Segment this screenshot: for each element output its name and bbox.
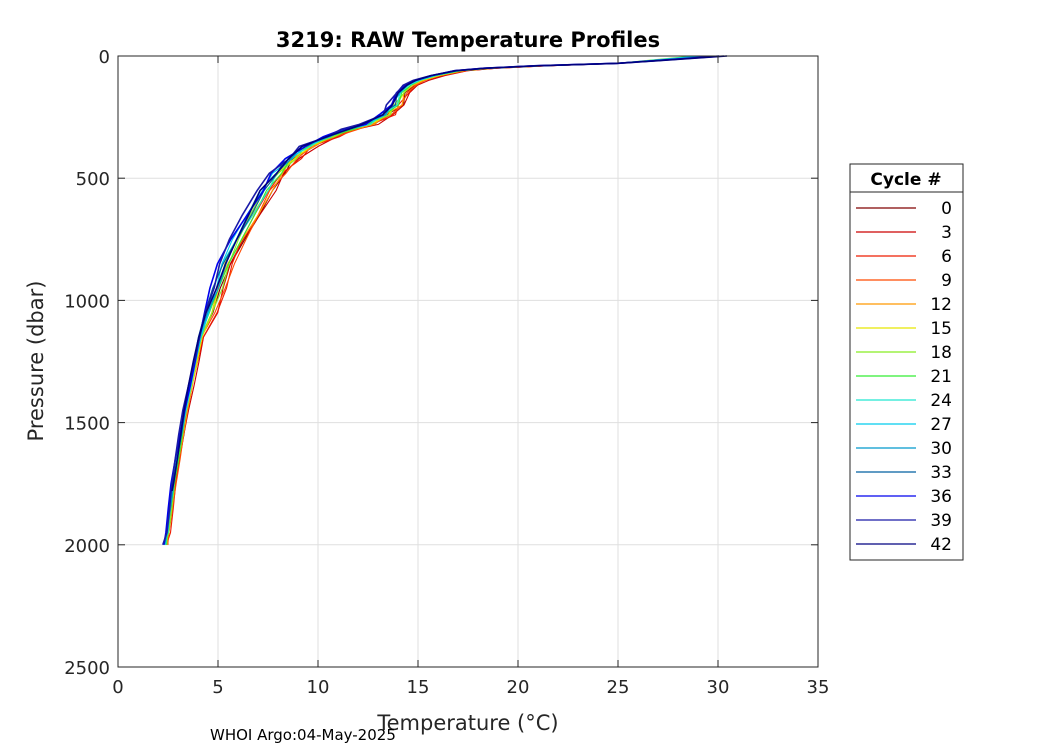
x-tick-label: 0 xyxy=(112,677,123,698)
legend-box xyxy=(849,163,964,561)
x-tick-label: 10 xyxy=(307,677,330,698)
x-tick-label: 20 xyxy=(507,677,530,698)
legend-label-cycle-15: 15 xyxy=(930,319,952,339)
y-tick-label: 2000 xyxy=(64,536,110,557)
x-tick-label: 25 xyxy=(607,677,630,698)
plot-area: 0 5 10 15 20 25 30 35 0 500 1000 1500 2000 2500 xyxy=(64,47,829,698)
legend-label-cycle-21: 21 xyxy=(930,367,952,387)
plot-background xyxy=(118,56,818,667)
x-axis-title-unit: °C) xyxy=(525,711,558,735)
y-tick-label: 1500 xyxy=(64,414,110,435)
legend-label-cycle-33: 33 xyxy=(930,463,952,483)
legend-label-cycle-0: 0 xyxy=(941,199,952,219)
x-axis-title: Temperature (°C) xyxy=(376,711,558,735)
legend-label-cycle-24: 24 xyxy=(930,391,952,411)
chart-title: 3219: RAW Temperature Profiles xyxy=(276,28,660,52)
legend-label-cycle-36: 36 xyxy=(930,487,952,507)
legend-label-cycle-9: 9 xyxy=(941,271,952,291)
legend-label-cycle-18: 18 xyxy=(930,343,952,363)
legend-label-cycle-3: 3 xyxy=(941,223,952,243)
footer-credit: WHOI Argo:04-May-2025 xyxy=(210,726,396,744)
plot-frame xyxy=(117,55,819,668)
y-tick-label: 1000 xyxy=(64,291,110,312)
x-tick-label: 35 xyxy=(807,677,830,698)
legend-label-cycle-12: 12 xyxy=(930,295,952,315)
axis-ticks: 0 5 10 15 20 25 30 35 0 500 1000 1500 2000 2500 xyxy=(64,47,829,698)
profile-lines xyxy=(162,55,728,546)
profile-line-cycle-42 xyxy=(171,55,728,492)
y-tick-label: 2500 xyxy=(64,658,110,679)
y-axis-title: Pressure (dbar) xyxy=(24,281,48,442)
x-tick-label: 30 xyxy=(707,677,730,698)
y-tick-label: 500 xyxy=(76,169,110,190)
y-tick-label: 0 xyxy=(99,47,110,68)
legend-label-cycle-30: 30 xyxy=(930,439,952,459)
legend-label-cycle-39: 39 xyxy=(930,511,952,531)
x-tick-label: 5 xyxy=(212,677,223,698)
legend-label-cycle-6: 6 xyxy=(941,247,952,267)
legend-title: Cycle # xyxy=(870,170,941,190)
x-tick-label: 15 xyxy=(407,677,430,698)
legend-label-cycle-42: 42 xyxy=(930,535,952,555)
x-axis-title-label: Temperature ( xyxy=(376,711,525,735)
legend-label-cycle-27: 27 xyxy=(930,415,952,435)
